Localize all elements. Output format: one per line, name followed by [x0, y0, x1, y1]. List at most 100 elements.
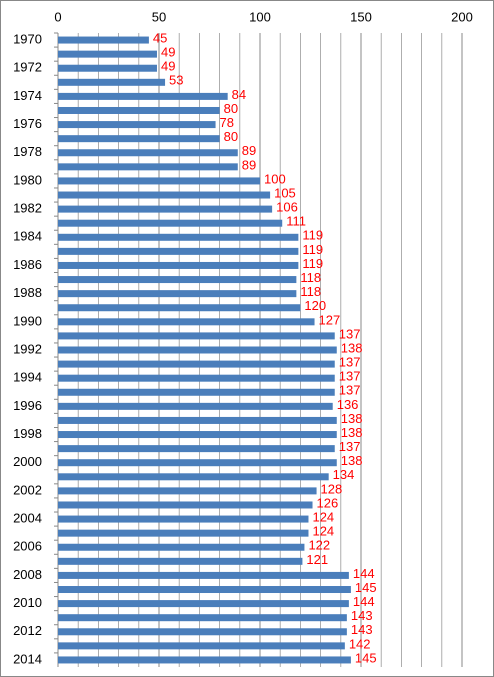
data-label: 105	[274, 185, 296, 200]
bar	[58, 571, 349, 579]
data-label: 143	[351, 608, 373, 623]
bar	[58, 473, 329, 481]
data-label: 118	[300, 270, 321, 285]
bar	[58, 304, 301, 312]
x-tick-label: 100	[249, 9, 271, 24]
bar	[58, 642, 345, 650]
data-label: 120	[304, 298, 326, 313]
bar	[58, 106, 220, 114]
data-label: 138	[341, 425, 363, 440]
data-label: 138	[341, 453, 363, 468]
bar	[58, 487, 317, 495]
bar	[58, 163, 238, 171]
bar	[58, 50, 157, 58]
data-label: 137	[339, 369, 361, 384]
data-label: 118	[300, 284, 321, 299]
y-tick-label: 2014	[13, 651, 42, 666]
data-label: 84	[232, 87, 246, 102]
bar	[58, 247, 299, 255]
data-label: 119	[302, 256, 323, 271]
data-label: 49	[161, 45, 175, 60]
data-label: 106	[276, 200, 298, 215]
data-label: 124	[312, 524, 334, 539]
y-tick-label: 2008	[13, 567, 42, 582]
y-tick-label: 1978	[13, 144, 42, 159]
bar	[58, 78, 166, 86]
data-label: 138	[341, 411, 363, 426]
bar	[58, 177, 260, 185]
bar	[58, 92, 228, 100]
data-label: 78	[220, 115, 234, 130]
data-label: 119	[302, 242, 323, 257]
y-tick-label: 1980	[13, 172, 42, 187]
data-label: 137	[339, 439, 361, 454]
x-tick-label: 150	[350, 9, 372, 24]
data-label: 53	[169, 73, 183, 88]
bar	[58, 388, 335, 396]
bar	[58, 191, 271, 199]
bar	[58, 529, 309, 537]
data-label: 100	[264, 171, 286, 186]
y-tick-label: 2000	[13, 454, 42, 469]
bar	[58, 515, 309, 523]
data-label: 89	[242, 143, 256, 158]
bar	[58, 402, 333, 410]
data-label: 145	[355, 580, 377, 595]
x-tick-label: 200	[451, 9, 473, 24]
bar	[58, 614, 347, 622]
bar	[58, 261, 299, 269]
y-tick-label: 1992	[13, 341, 42, 356]
bar	[58, 276, 297, 284]
y-tick-label: 1976	[13, 116, 42, 131]
data-label: 142	[349, 636, 371, 651]
data-label: 124	[312, 510, 334, 525]
bar	[58, 360, 335, 368]
bar	[58, 557, 303, 565]
bar	[58, 121, 216, 129]
bar	[58, 416, 337, 424]
data-label: 127	[319, 312, 341, 327]
y-tick-label: 1990	[13, 313, 42, 328]
bars	[58, 36, 351, 664]
bar	[58, 233, 299, 241]
bar	[58, 431, 337, 439]
bar	[58, 64, 157, 72]
y-tick-label: 1974	[13, 88, 42, 103]
y-tick-label: 1998	[13, 426, 42, 441]
data-label: 144	[353, 594, 375, 609]
data-label: 122	[308, 538, 330, 553]
data-label: 49	[161, 59, 175, 74]
bar	[58, 459, 337, 467]
data-label: 119	[302, 228, 323, 243]
data-label: 80	[224, 101, 238, 116]
bar	[58, 445, 335, 453]
bar	[58, 346, 337, 354]
y-tick-label: 2012	[13, 623, 42, 638]
data-label: 137	[339, 326, 361, 341]
y-tick-label: 1972	[13, 60, 42, 75]
y-tick-label: 1984	[13, 229, 42, 244]
data-label: 144	[353, 566, 375, 581]
y-tick-label: 1996	[13, 398, 42, 413]
y-tick-label: 1988	[13, 285, 42, 300]
bar	[58, 656, 351, 664]
y-tick-label: 1970	[13, 31, 42, 46]
x-tick-label: 50	[152, 9, 166, 24]
bar	[58, 318, 315, 326]
bar	[58, 600, 349, 608]
y-tick-label: 1986	[13, 257, 42, 272]
y-tick-label: 1982	[13, 201, 42, 216]
bar	[58, 374, 335, 382]
bar	[58, 149, 238, 157]
y-tick-label: 2004	[13, 511, 42, 526]
bar	[58, 543, 305, 551]
bar	[58, 219, 283, 227]
y-tick-label: 1994	[13, 370, 42, 385]
data-label: 137	[339, 383, 361, 398]
y-tick-label: 2010	[13, 595, 42, 610]
data-label: 128	[321, 481, 343, 496]
data-label: 121	[306, 552, 328, 567]
data-label: 137	[339, 355, 361, 370]
